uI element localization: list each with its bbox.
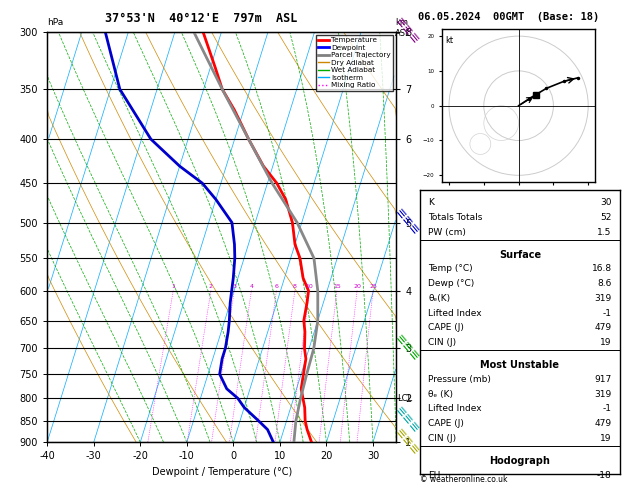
Text: 1: 1 bbox=[171, 284, 175, 289]
Text: 3: 3 bbox=[232, 284, 237, 289]
Text: 319: 319 bbox=[594, 390, 611, 399]
Text: 52: 52 bbox=[600, 213, 611, 222]
Text: km
ASL: km ASL bbox=[395, 18, 411, 38]
Text: θₑ (K): θₑ (K) bbox=[428, 390, 453, 399]
Text: ≡≡≡: ≡≡≡ bbox=[392, 405, 422, 437]
Text: hPa: hPa bbox=[47, 18, 64, 28]
Text: CAPE (J): CAPE (J) bbox=[428, 419, 464, 428]
Text: LCL: LCL bbox=[397, 394, 412, 403]
X-axis label: Dewpoint / Temperature (°C): Dewpoint / Temperature (°C) bbox=[152, 467, 292, 477]
Text: 479: 479 bbox=[594, 324, 611, 332]
Text: 8: 8 bbox=[293, 284, 297, 289]
Text: kt: kt bbox=[445, 36, 454, 45]
Text: Lifted Index: Lifted Index bbox=[428, 309, 482, 318]
Text: 15: 15 bbox=[333, 284, 341, 289]
Text: 2: 2 bbox=[209, 284, 213, 289]
Text: 37°53'N  40°12'E  797m  ASL: 37°53'N 40°12'E 797m ASL bbox=[105, 12, 298, 25]
Text: Pressure (mb): Pressure (mb) bbox=[428, 375, 491, 384]
Text: EH: EH bbox=[428, 471, 440, 480]
Text: Lifted Index: Lifted Index bbox=[428, 404, 482, 414]
Text: -18: -18 bbox=[597, 471, 611, 480]
Text: Surface: Surface bbox=[499, 249, 541, 260]
Text: Totals Totals: Totals Totals bbox=[428, 213, 482, 222]
Text: 4: 4 bbox=[249, 284, 253, 289]
Text: 479: 479 bbox=[594, 419, 611, 428]
Text: 16.8: 16.8 bbox=[591, 264, 611, 273]
Text: ≡≡≡: ≡≡≡ bbox=[392, 206, 422, 239]
Text: 8.6: 8.6 bbox=[597, 279, 611, 288]
Text: K: K bbox=[428, 198, 434, 207]
Legend: Temperature, Dewpoint, Parcel Trajectory, Dry Adiabat, Wet Adiabat, Isotherm, Mi: Temperature, Dewpoint, Parcel Trajectory… bbox=[316, 35, 392, 90]
Text: © weatheronline.co.uk: © weatheronline.co.uk bbox=[420, 474, 508, 484]
Text: CAPE (J): CAPE (J) bbox=[428, 324, 464, 332]
Text: 1.5: 1.5 bbox=[597, 227, 611, 237]
Text: 06.05.2024  00GMT  (Base: 18): 06.05.2024 00GMT (Base: 18) bbox=[418, 12, 599, 22]
Text: θₑ(K): θₑ(K) bbox=[428, 294, 450, 303]
Text: Temp (°C): Temp (°C) bbox=[428, 264, 473, 273]
Text: ≡≡≡: ≡≡≡ bbox=[392, 16, 422, 48]
Text: 917: 917 bbox=[594, 375, 611, 384]
Text: Dewp (°C): Dewp (°C) bbox=[428, 279, 474, 288]
Text: 6: 6 bbox=[274, 284, 279, 289]
Text: CIN (J): CIN (J) bbox=[428, 434, 456, 443]
Text: Hodograph: Hodograph bbox=[489, 456, 550, 466]
Text: Most Unstable: Most Unstable bbox=[481, 360, 559, 370]
Text: ≡≡≡: ≡≡≡ bbox=[392, 426, 422, 458]
Text: 30: 30 bbox=[600, 198, 611, 207]
Text: -1: -1 bbox=[603, 309, 611, 318]
Text: -1: -1 bbox=[603, 404, 611, 414]
Text: 19: 19 bbox=[600, 434, 611, 443]
Text: 10: 10 bbox=[306, 284, 313, 289]
Text: CIN (J): CIN (J) bbox=[428, 338, 456, 347]
Text: 25: 25 bbox=[369, 284, 377, 289]
Text: 319: 319 bbox=[594, 294, 611, 303]
Text: 19: 19 bbox=[600, 338, 611, 347]
Text: ≡≡≡: ≡≡≡ bbox=[392, 332, 422, 364]
Text: PW (cm): PW (cm) bbox=[428, 227, 466, 237]
Y-axis label: Mixing Ratio (g/kg): Mixing Ratio (g/kg) bbox=[450, 191, 460, 283]
Text: 20: 20 bbox=[353, 284, 361, 289]
